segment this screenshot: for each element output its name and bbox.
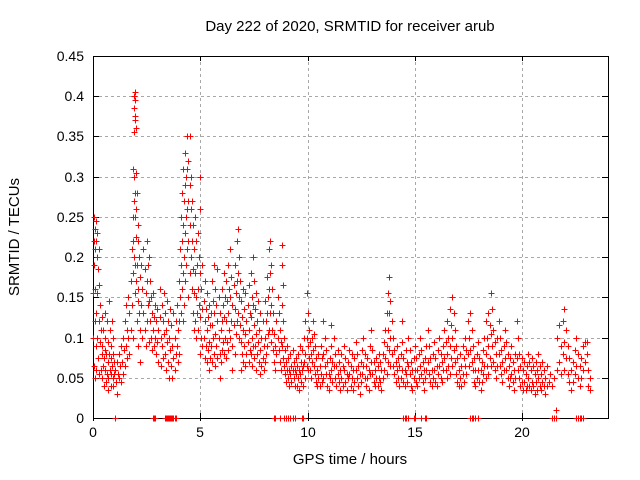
y-axis-label: SRMTID / TECUs — [6, 178, 23, 296]
scatter-points — [90, 89, 594, 422]
y-tick-label: 0.1 — [65, 330, 85, 346]
plot-border — [93, 56, 609, 419]
y-tick-label: 0.05 — [57, 370, 84, 386]
tick-labels: 0 5 10 15 20 0 0.05 0.1 0.15 0.2 0.25 0.3 0.35 0.4 0.4… — [57, 48, 530, 440]
y-tick-label: 0.3 — [65, 169, 85, 185]
y-tick-label: 0 — [76, 410, 84, 426]
y-tick-label: 0.25 — [57, 209, 84, 225]
x-tick-label: 15 — [407, 424, 423, 440]
chart-title: Day 222 of 2020, SRMTID for receiver aru… — [205, 18, 494, 35]
x-tick-label: 10 — [300, 424, 316, 440]
x-axis-label: GPS time / hours — [293, 451, 407, 468]
x-tick-label: 5 — [196, 424, 204, 440]
y-tick-label: 0.15 — [57, 289, 84, 305]
axes-frame — [93, 56, 609, 419]
y-tick-label: 0.4 — [65, 88, 85, 104]
y-tick-label: 0.2 — [65, 249, 85, 265]
x-tick-label: 0 — [89, 424, 97, 440]
y-tick-label: 0.35 — [57, 128, 84, 144]
gridlines — [93, 56, 608, 418]
x-tick-label: 20 — [514, 424, 530, 440]
scatter-points-group — [90, 89, 594, 422]
y-tick-label: 0.45 — [57, 48, 84, 64]
